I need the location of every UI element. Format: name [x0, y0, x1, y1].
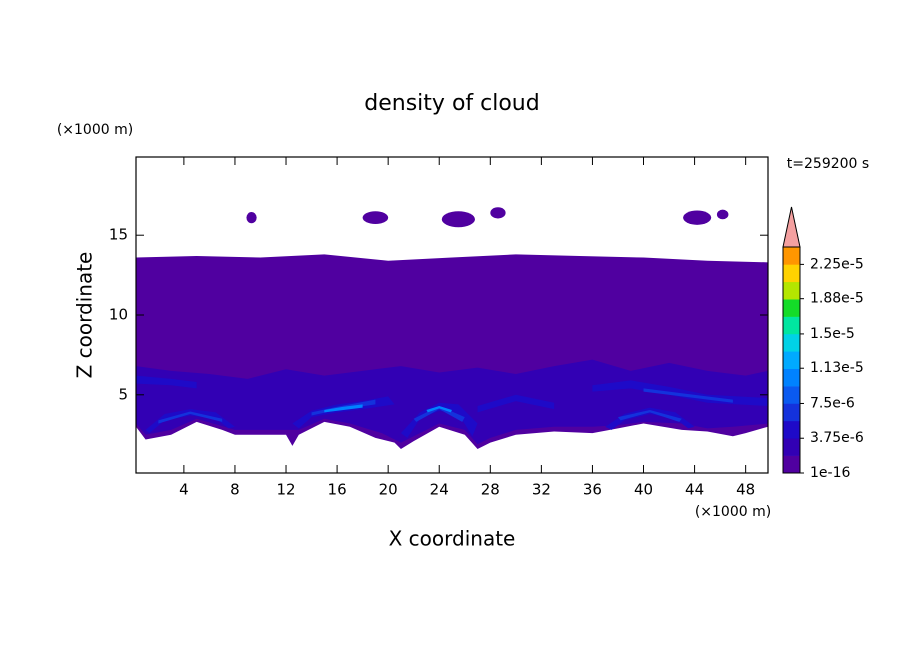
colorbar-band: [783, 386, 800, 404]
contour-region: [158, 411, 223, 424]
colorbar-frame: [782, 246, 801, 474]
colorbar-band: [783, 247, 800, 265]
colorbar-tick-label: 2.25e-5: [810, 256, 864, 272]
colorbar-band: [783, 368, 800, 387]
contour-blob: [441, 211, 475, 228]
x-tick-label: 44: [685, 481, 704, 499]
colorbar-tick-label: 1e-16: [810, 465, 850, 481]
contour-region: [426, 405, 452, 413]
colorbar-band: [783, 299, 800, 317]
chart-title: density of cloud: [364, 91, 539, 116]
contour-blob: [683, 210, 712, 225]
colorbar-band: [783, 351, 800, 369]
y-axis-label: Z coordinate: [73, 252, 97, 379]
x-tick-label: 8: [230, 481, 240, 499]
contour-region: [643, 388, 733, 403]
x-tick-label: 12: [276, 481, 295, 499]
colorbar-band: [783, 420, 800, 439]
x-tick-label: 32: [532, 481, 551, 499]
contour-blob: [362, 211, 389, 225]
contour-region: [605, 407, 695, 430]
field: [136, 207, 768, 450]
x-tick-label: 24: [430, 481, 449, 499]
x-tick-label: 28: [481, 481, 500, 499]
contour-blob: [490, 207, 506, 219]
contour-region: [617, 409, 682, 422]
contour-region: [145, 409, 235, 434]
annotation: t=259200 s: [787, 156, 869, 172]
x-tick-label: 48: [736, 481, 755, 499]
x-tick-label: 36: [583, 481, 602, 499]
x-tick-label: 40: [634, 481, 653, 499]
x-tick-label: 4: [179, 481, 189, 499]
colorbar-tick-label: 7.5e-6: [810, 395, 855, 411]
colorbar-band: [783, 316, 800, 335]
colorbar-tick-label: 1.88e-5: [810, 291, 864, 307]
y-unit: (×1000 m): [57, 122, 133, 138]
contour-region: [400, 402, 478, 438]
colorbar-band: [783, 333, 800, 352]
contour-region: [324, 404, 363, 413]
contour-blob: [246, 212, 257, 224]
contour-region: [136, 375, 197, 389]
colorbar-band: [783, 281, 800, 300]
x-tick-label: 20: [379, 481, 398, 499]
colorbar-band: [783, 264, 800, 283]
colorbar-band: [783, 403, 800, 422]
colorbar-extend: [782, 206, 801, 248]
contour-region: [413, 405, 465, 422]
colorbar-tick-label: 1.13e-5: [810, 360, 864, 376]
y-tick-label: 15: [109, 226, 128, 244]
y-tick-label: 10: [109, 306, 128, 324]
x-axis-label: X coordinate: [389, 527, 516, 551]
x-tick-label: 16: [328, 481, 347, 499]
y-tick-label: 5: [118, 385, 128, 403]
contour-region: [477, 394, 555, 413]
contour-blob: [716, 209, 729, 220]
colorbar-tick-label: 1.5e-5: [810, 326, 855, 342]
colorbar-band: [783, 438, 800, 456]
colorbar-tick-label: 3.75e-6: [810, 430, 864, 446]
colorbar-band: [783, 455, 800, 474]
x-unit: (×1000 m): [695, 504, 771, 520]
